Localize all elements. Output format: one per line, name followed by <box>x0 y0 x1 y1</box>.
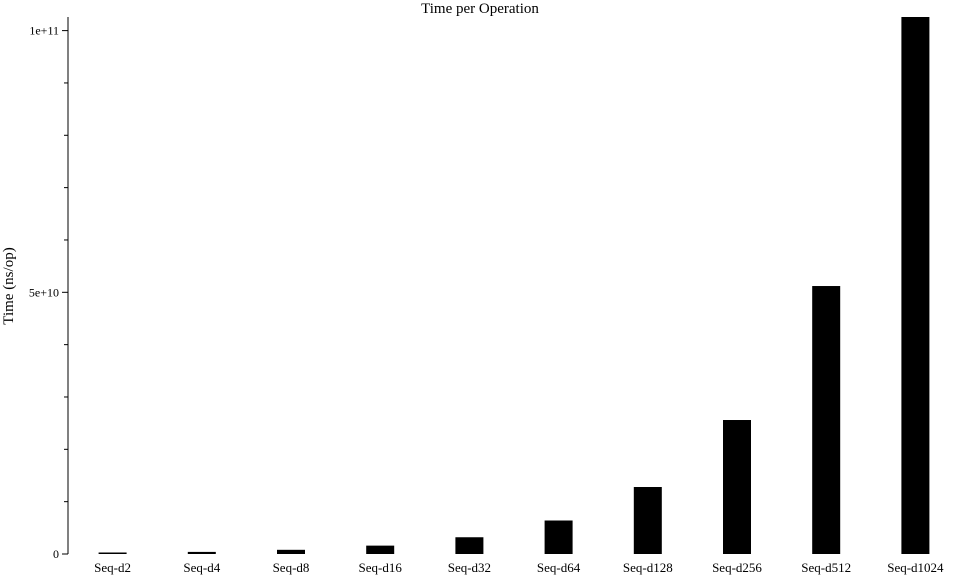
x-tick-label: Seq-d512 <box>801 560 851 575</box>
x-tick-label: Seq-d1024 <box>887 560 944 575</box>
y-tick-label: 0 <box>53 547 59 561</box>
y-axis-title: Time (ns/op) <box>1 247 17 324</box>
y-major-ticks: 0 5e+10 1e+11 <box>29 24 68 561</box>
bar-seq-d512 <box>812 286 841 554</box>
bar-seq-d64 <box>544 520 573 554</box>
x-tick-label: Seq-d2 <box>94 560 131 575</box>
bar-seq-d16 <box>366 545 395 554</box>
bar-seq-d8 <box>277 549 305 554</box>
y-minor-ticks <box>64 82 68 503</box>
x-tick-label: Seq-d256 <box>712 560 762 575</box>
x-tick-label: Seq-d128 <box>623 560 673 575</box>
bar-seq-d1024 <box>901 17 930 554</box>
x-tick-label: Seq-d32 <box>448 560 491 575</box>
bar-seq-d4 <box>187 551 216 554</box>
bar-seq-d32 <box>455 537 484 554</box>
chart-title: Time per Operation <box>421 1 539 17</box>
y-tick-label: 5e+10 <box>29 285 59 299</box>
x-tick-label: Seq-d16 <box>359 560 403 575</box>
bar-seq-d2 <box>98 552 127 554</box>
x-tick-label: Seq-d4 <box>183 560 220 575</box>
x-tick-label: Seq-d64 <box>537 560 581 575</box>
bar-seq-d128 <box>633 487 662 554</box>
x-tick-label: Seq-d8 <box>273 560 310 575</box>
bars-group <box>98 17 930 554</box>
category-labels: Seq-d2 Seq-d4 Seq-d8 Seq-d16 Seq-d32 Seq-d64 S… <box>94 560 944 575</box>
y-tick-label: 1e+11 <box>29 24 59 38</box>
bar-seq-d256 <box>723 420 751 554</box>
